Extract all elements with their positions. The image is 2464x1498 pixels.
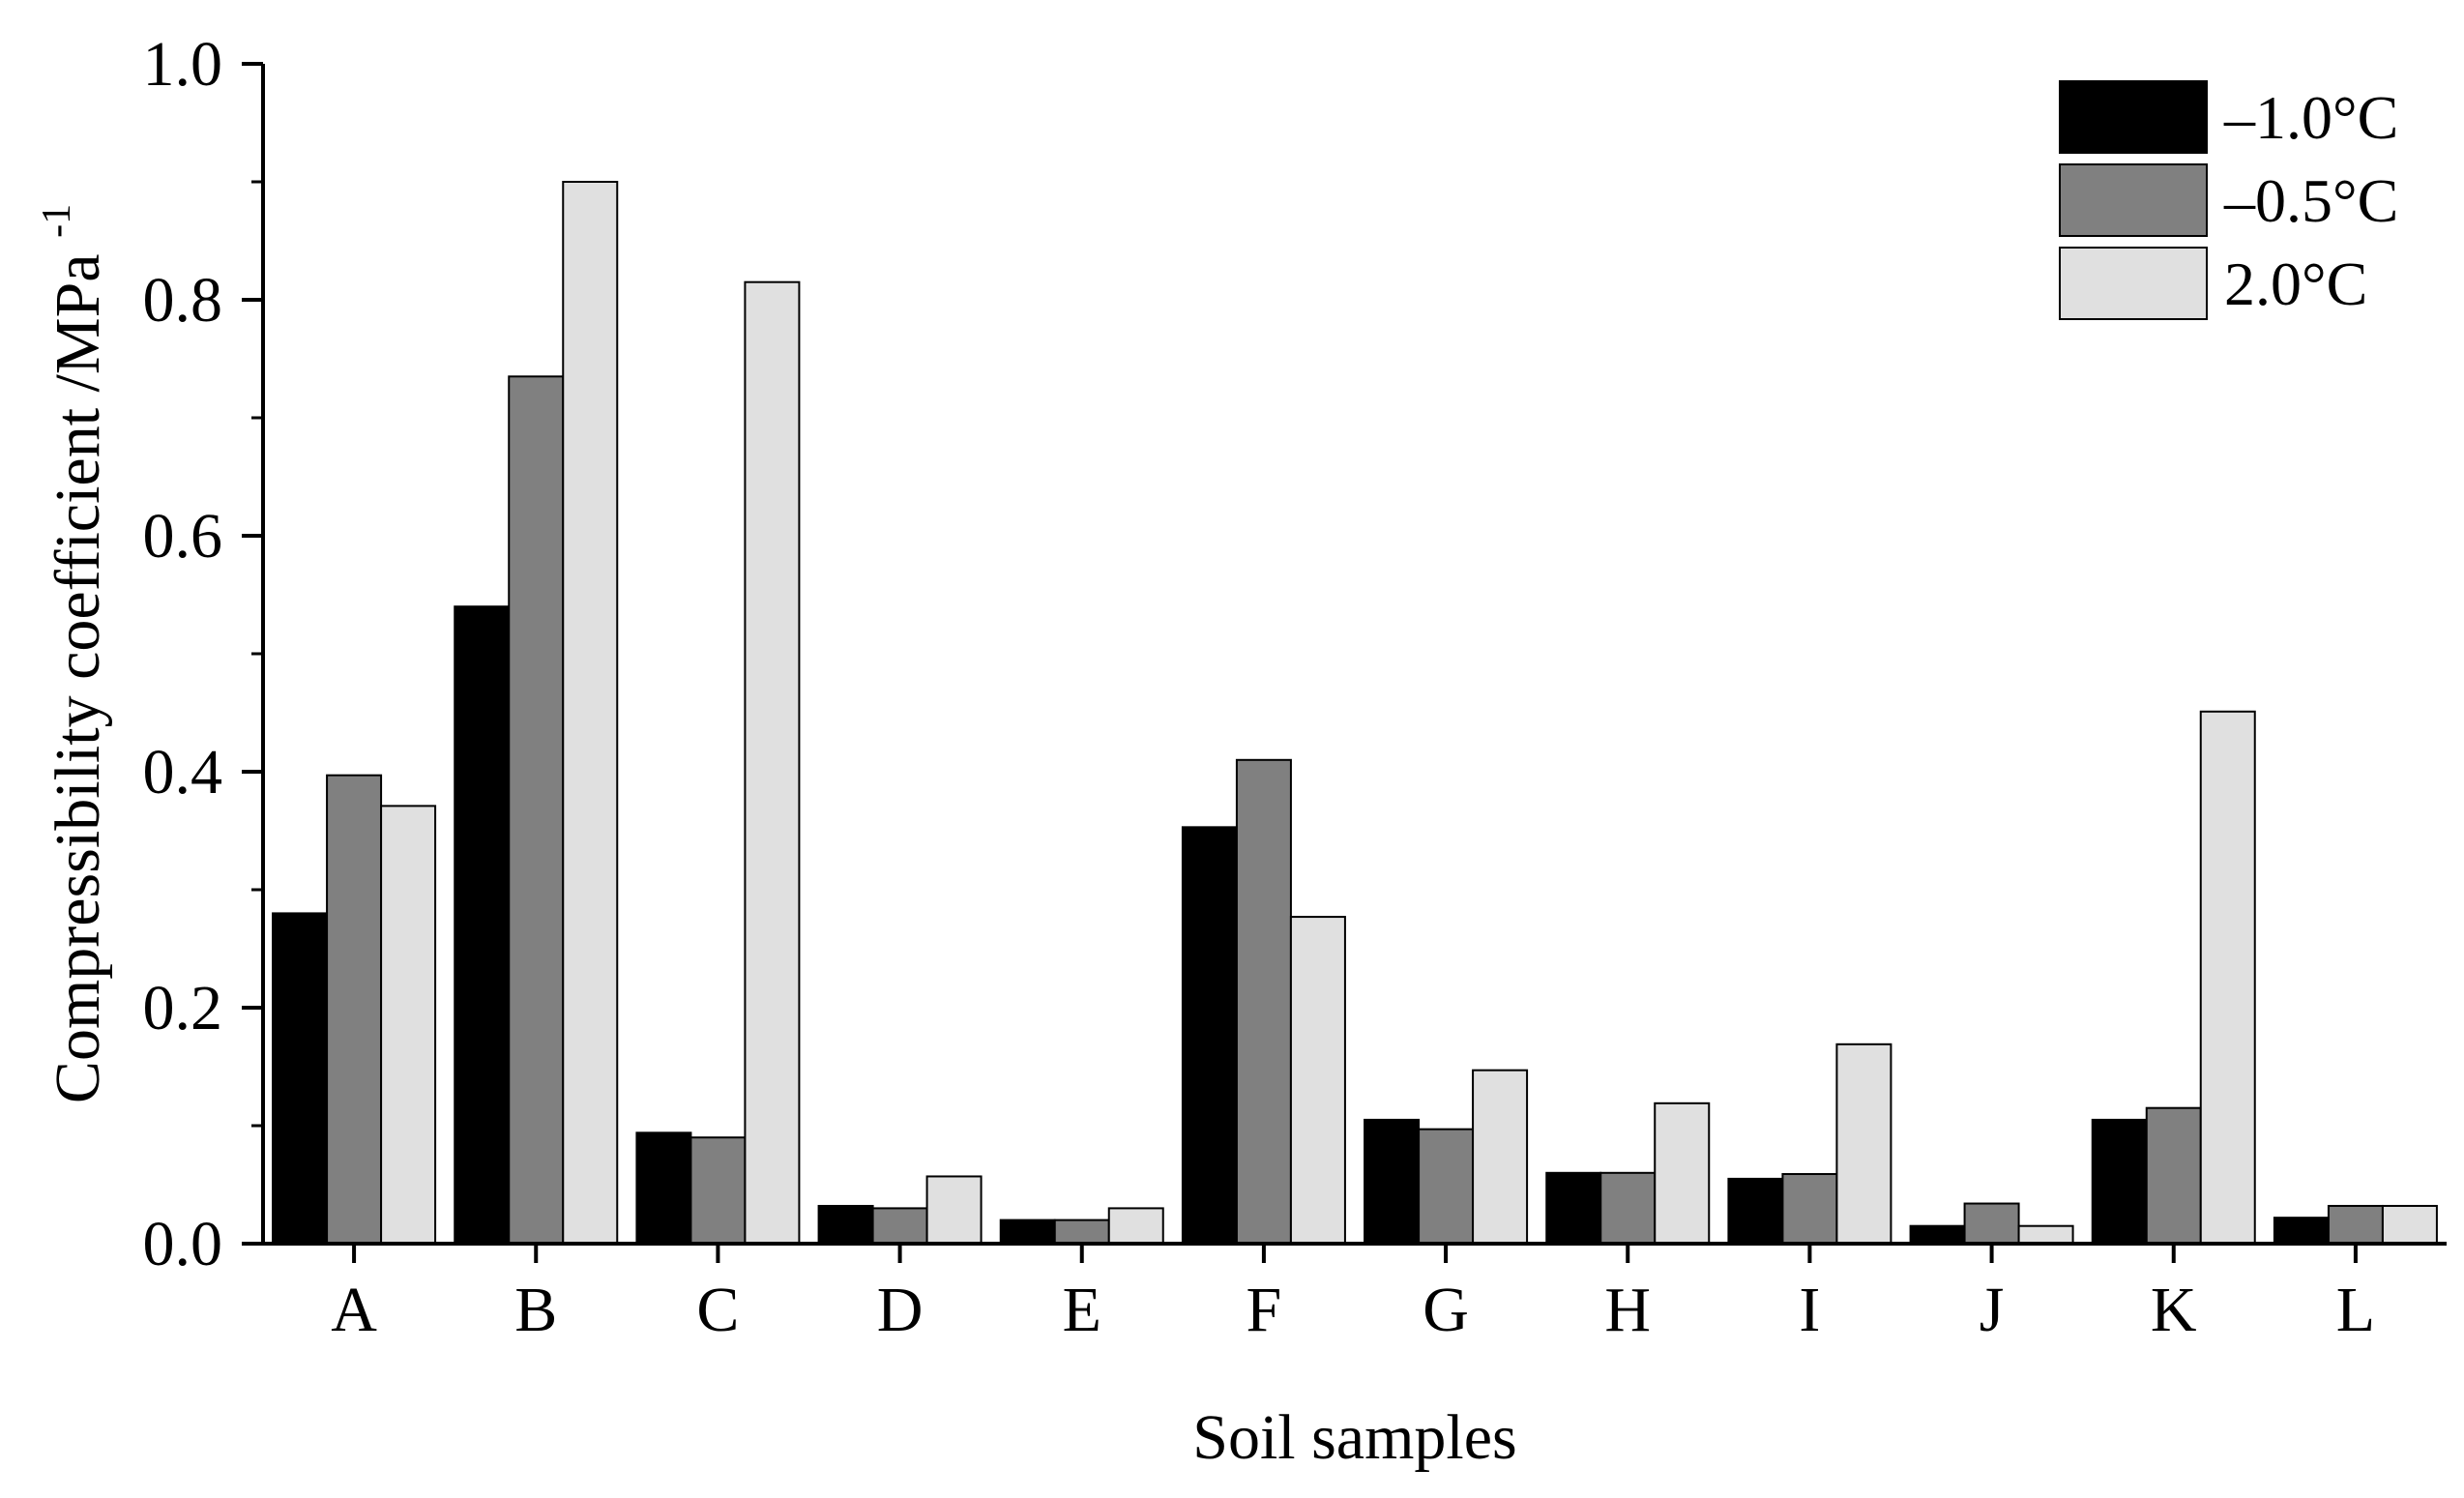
bar-E-series-1 [1053, 1219, 1110, 1245]
x-tick-label-L: L [2336, 1275, 2375, 1345]
bar-G-series-2 [1472, 1069, 1529, 1246]
bar-C-series-0 [635, 1131, 692, 1245]
bar-J-series-0 [1909, 1224, 1966, 1245]
x-tick-label-C: C [696, 1275, 739, 1345]
x-axis-title: Soil samples [1192, 1402, 1517, 1473]
bar-F-series-2 [1289, 916, 1346, 1245]
y-axis-title-group: Compressibility coefficient /MPa -1 [35, 204, 113, 1103]
bar-B-series-0 [454, 605, 511, 1245]
bar-K-series-0 [2091, 1118, 2148, 1246]
x-tick-label-J: J [1980, 1275, 2005, 1345]
bar-L-series-2 [2381, 1204, 2438, 1245]
legend-swatch-0 [2059, 80, 2208, 154]
bar-I-series-0 [1727, 1177, 1784, 1246]
bar-A-series-2 [380, 805, 437, 1245]
legend: –1.0°C –0.5°C 2.0°C [2059, 80, 2398, 320]
bar-C-series-1 [689, 1136, 747, 1245]
x-tick-label-B: B [514, 1275, 557, 1345]
bar-J-series-2 [2017, 1224, 2074, 1245]
y-tick-label: 1.0 [143, 29, 223, 100]
bars-layer [272, 181, 2438, 1246]
x-tick-label-F: F [1247, 1275, 1282, 1345]
bar-D-series-2 [925, 1175, 983, 1245]
bar-H-series-1 [1599, 1171, 1657, 1246]
x-tick-label-E: E [1063, 1275, 1101, 1345]
bar-C-series-2 [744, 280, 801, 1245]
bar-G-series-0 [1364, 1118, 1421, 1246]
bar-E-series-0 [999, 1219, 1056, 1245]
y-tick-label: 0.2 [143, 973, 223, 1043]
bar-K-series-1 [2145, 1106, 2202, 1245]
y-axis-title-superscript: -1 [35, 204, 79, 238]
x-tick-label-H: H [1604, 1275, 1651, 1345]
x-tick-label-D: D [877, 1275, 924, 1345]
legend-swatch-1 [2059, 163, 2208, 237]
x-tick-label-I: I [1799, 1275, 1820, 1345]
y-axis-title: Compressibility coefficient /MPa -1 [35, 204, 113, 1103]
bar-H-series-2 [1654, 1101, 1711, 1245]
x-tick-label-A: A [331, 1275, 377, 1345]
bar-B-series-2 [562, 181, 619, 1245]
x-ticks: A B C D E F G H I J K L [331, 1244, 2375, 1345]
y-tick-label: 0.0 [143, 1209, 223, 1279]
bar-G-series-1 [1418, 1128, 1475, 1246]
bar-H-series-0 [1545, 1171, 1602, 1246]
bar-F-series-0 [1181, 826, 1238, 1246]
y-ticks: 0.0 0.2 0.4 0.6 0.8 1.0 [143, 29, 263, 1279]
bar-I-series-1 [1781, 1173, 1838, 1246]
bar-A-series-1 [326, 774, 383, 1245]
legend-swatch-2 [2059, 247, 2208, 320]
bar-J-series-1 [1963, 1202, 2020, 1246]
bar-L-series-1 [2327, 1204, 2384, 1245]
bar-B-series-1 [508, 375, 565, 1245]
y-tick-label: 0.8 [143, 265, 223, 336]
bar-I-series-2 [1835, 1043, 1892, 1245]
bar-D-series-1 [871, 1207, 928, 1246]
bar-F-series-1 [1235, 758, 1292, 1245]
legend-label-2: 2.0°C [2224, 250, 2367, 318]
y-tick-label: 0.4 [143, 737, 223, 808]
bar-A-series-0 [272, 912, 329, 1246]
bar-D-series-0 [817, 1204, 874, 1245]
x-tick-label-K: K [2151, 1275, 2197, 1345]
bar-L-series-0 [2273, 1217, 2330, 1246]
legend-label-0: –1.0°C [2223, 83, 2398, 152]
x-tick-label-G: G [1423, 1275, 1469, 1345]
bar-E-series-2 [1107, 1207, 1164, 1246]
legend-label-1: –0.5°C [2223, 166, 2398, 235]
bar-K-series-2 [2199, 710, 2256, 1245]
y-axis-title-main: Compressibility coefficient /MPa [43, 253, 113, 1103]
y-tick-label: 0.6 [143, 501, 223, 572]
